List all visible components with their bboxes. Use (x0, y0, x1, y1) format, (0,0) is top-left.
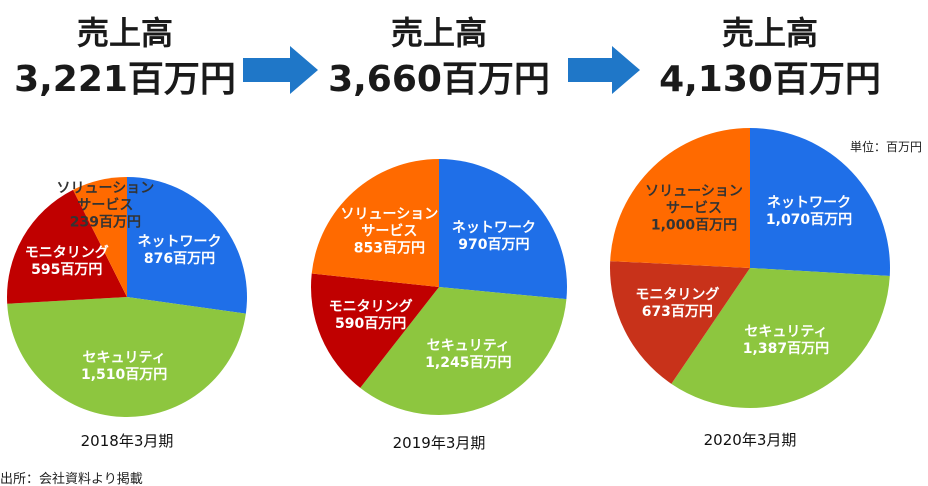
chart-caption: 2019年3月期 (392, 434, 486, 452)
slice-label: ソリューション サービス 853百万円 (340, 206, 438, 257)
pie-slice (610, 261, 750, 384)
chart-title: 売上高 (721, 14, 819, 52)
slice-value: 673百万円 (641, 304, 713, 321)
slice-label: モニタリング 595百万円 (25, 245, 109, 279)
slice-category: ソリューション サービス (340, 206, 439, 240)
chart-title: 売上高 (76, 14, 174, 52)
slice-value: 239百万円 (69, 214, 141, 231)
pie-slice (439, 159, 567, 300)
slice-value: 876百万円 (143, 251, 216, 268)
slice-value: 1,245百万円 (425, 355, 512, 372)
slice-category: ネットワーク (767, 195, 852, 212)
slice-category: セキュリティ (744, 323, 828, 340)
slice-value: 853百万円 (353, 240, 425, 257)
slice-label: ネットワーク 970百万円 (452, 220, 536, 254)
chart-caption: 2018年3月期 (80, 432, 174, 450)
chart-caption: 2020年3月期 (703, 431, 797, 449)
slice-value: 970百万円 (458, 237, 530, 254)
slice-value: 590百万円 (335, 315, 407, 332)
slice-label: セキュリティ 1,387百万円 (743, 324, 829, 358)
pie-slice (311, 159, 439, 287)
slice-category: ネットワーク (451, 220, 536, 237)
slice-category: モニタリング (328, 298, 413, 315)
pie-slice (610, 128, 750, 268)
arrow (243, 46, 318, 94)
chart-subtitle: 4,130百万円 (659, 59, 881, 100)
pie-slice (750, 128, 890, 276)
slice-label: ソリューション サービス 1,000百万円 (645, 184, 743, 235)
slice-label: セキュリティ 1,510百万円 (81, 350, 167, 384)
slice-label: セキュリティ 1,245百万円 (425, 338, 511, 372)
unit-note: 単位：百万円 (849, 140, 922, 154)
slice-value: 1,070百万円 (765, 212, 853, 229)
pie-slice (311, 273, 439, 388)
slice-category: ソリューション サービス (645, 183, 743, 217)
chart-subtitle: 3,221百万円 (14, 59, 236, 100)
chart-title: 売上高 (390, 14, 488, 52)
slice-label: ネットワーク 876百万円 (138, 234, 222, 268)
pie-slice (127, 177, 248, 314)
slice-category: モニタリング (24, 245, 109, 262)
slice-label: ネットワーク 1,070百万円 (766, 195, 852, 229)
slice-value: 1,000百万円 (650, 217, 738, 234)
pie-slice (73, 177, 127, 297)
slice-category: ネットワーク (137, 234, 222, 251)
source-note: 出所：会社資料より掲載 (0, 472, 143, 486)
slice-value: 1,387百万円 (742, 340, 830, 357)
slice-value: 595百万円 (31, 262, 103, 279)
pie-slice (7, 297, 246, 418)
slice-value: 1,510百万円 (80, 366, 168, 383)
slice-label: モニタリング 673百万円 (635, 287, 719, 321)
chart-subtitle: 3,660百万円 (328, 59, 550, 100)
pie-slice (671, 268, 890, 409)
arrow (568, 46, 640, 94)
pie-slice (7, 189, 128, 304)
slice-category: セキュリティ (82, 349, 166, 366)
slice-category: セキュリティ (426, 338, 510, 355)
slice-label: ソリューション サービス 239百万円 (56, 180, 154, 231)
pie-slice (360, 287, 567, 415)
slice-category: モニタリング (635, 287, 720, 304)
slice-category: ソリューション サービス (56, 180, 155, 214)
slice-label: モニタリング 590百万円 (329, 299, 413, 333)
